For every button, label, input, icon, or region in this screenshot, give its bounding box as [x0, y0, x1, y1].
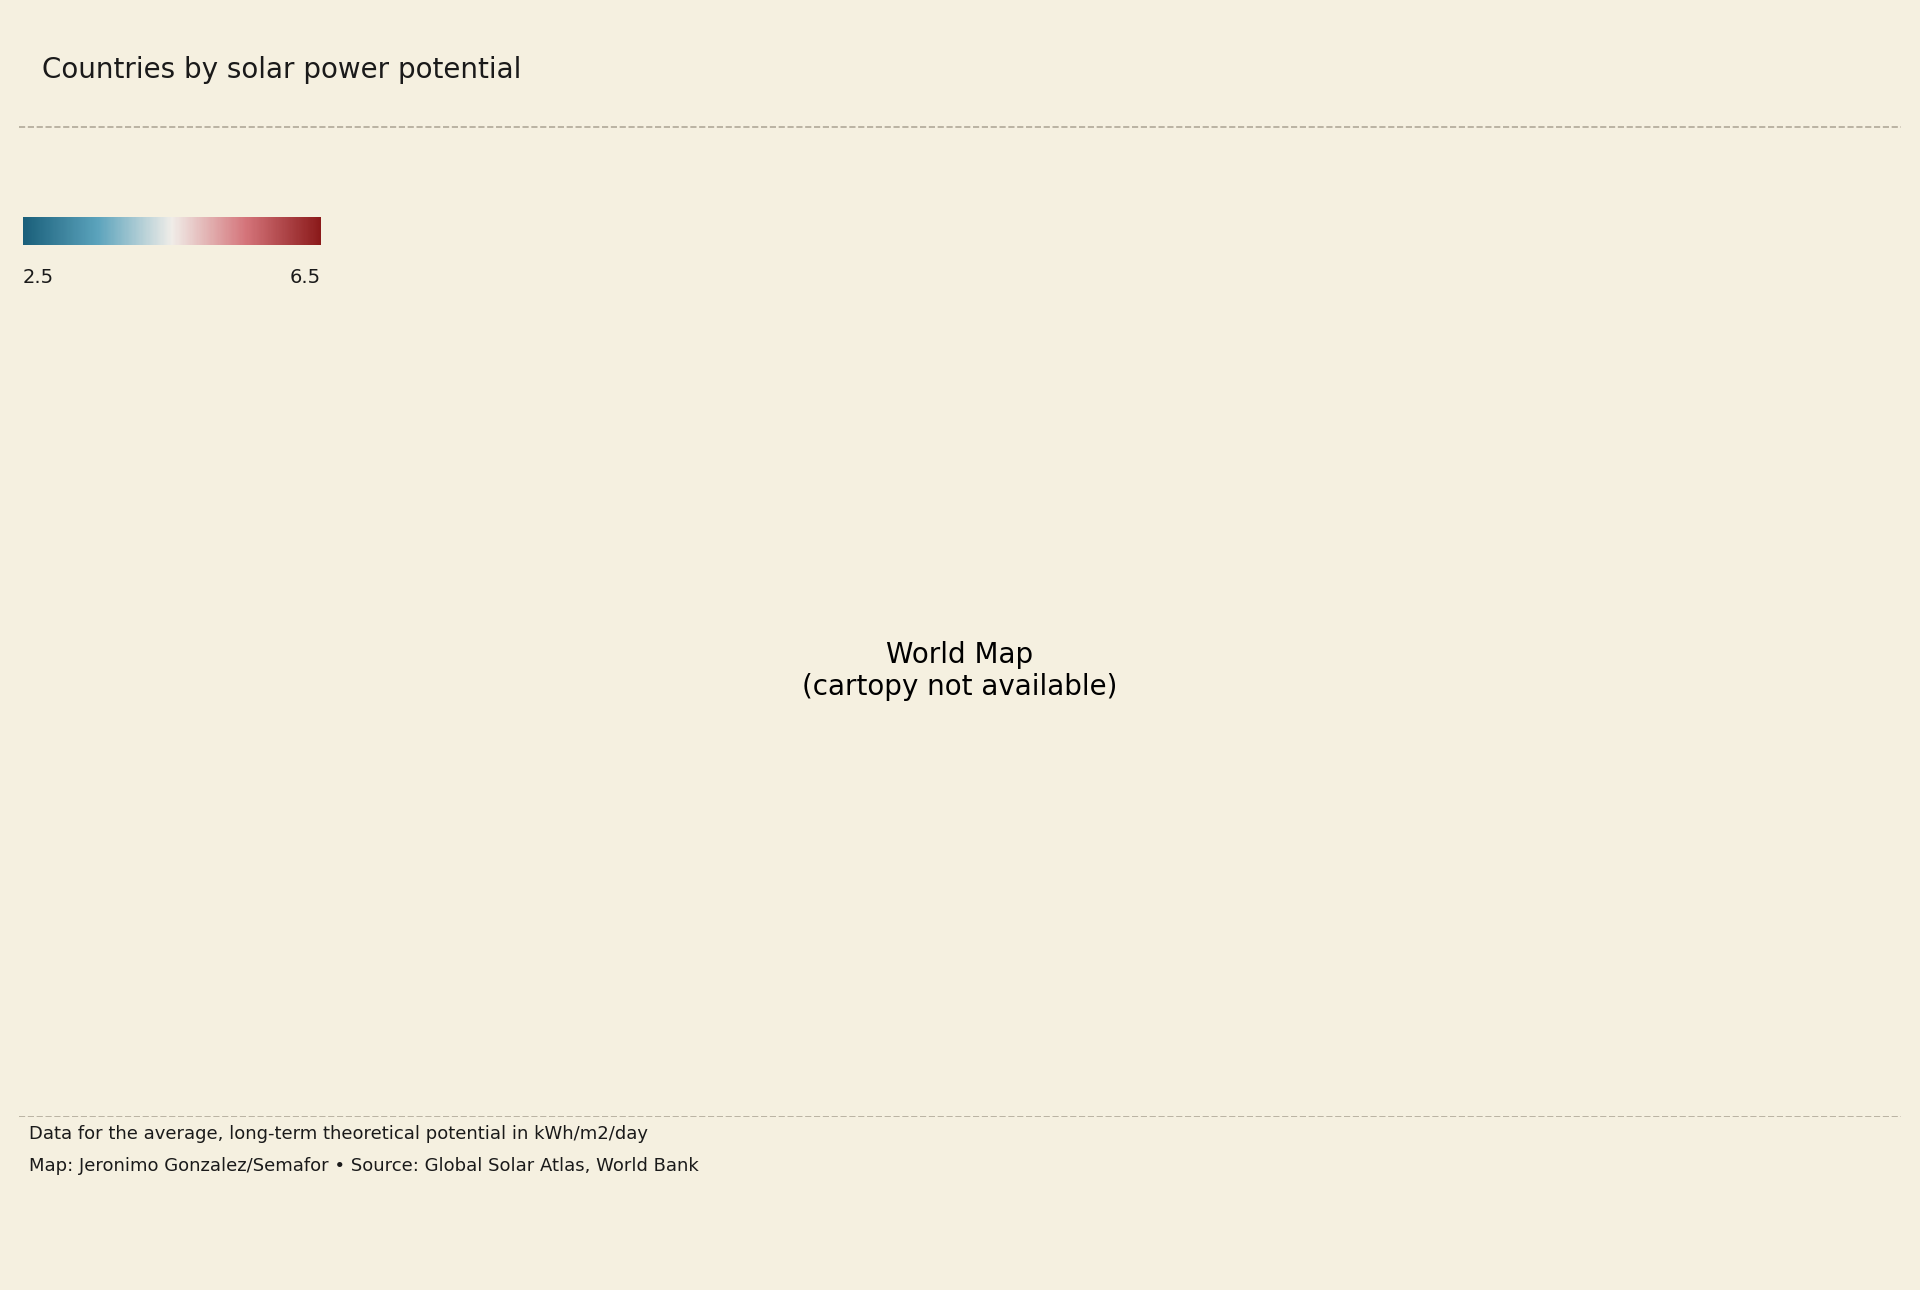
- Text: 2.5: 2.5: [23, 268, 54, 286]
- Text: Map: Jeronimo Gonzalez/Semafor • Source: Global Solar Atlas, World Bank: Map: Jeronimo Gonzalez/Semafor • Source:…: [29, 1157, 699, 1175]
- Text: Data for the average, long-term theoretical potential in kWh/m2/day: Data for the average, long-term theoreti…: [29, 1125, 647, 1143]
- Text: Countries by solar power potential: Countries by solar power potential: [42, 57, 520, 84]
- Text: World Map
(cartopy not available): World Map (cartopy not available): [803, 641, 1117, 700]
- Text: 6.5: 6.5: [290, 268, 321, 286]
- Text: SEMAFOR: SEMAFOR: [61, 1219, 236, 1251]
